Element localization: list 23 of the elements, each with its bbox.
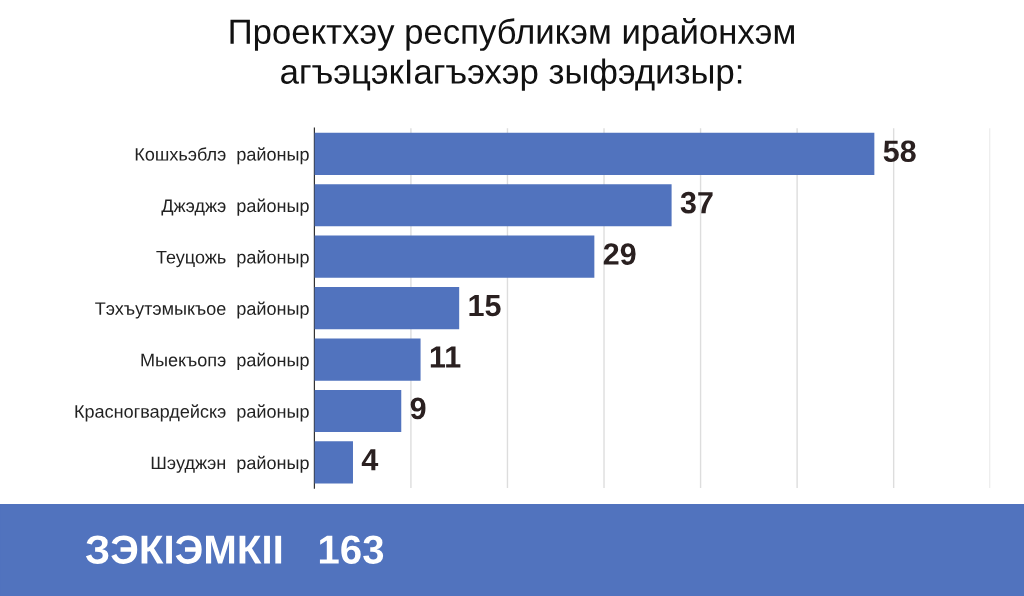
data-label: 29: [603, 243, 636, 265]
data-label: 4: [361, 449, 379, 471]
chart-title: Проектхэу республикэм ирайонхэм агъэцэкІагъэхэр зыфэдизыр:: [230, 17, 794, 91]
bar: [314, 389, 402, 433]
y-tick-label: Мыекъопэ районыр: [141, 352, 309, 371]
bar: [314, 184, 672, 227]
bar: [314, 441, 353, 484]
bar: [314, 132, 875, 175]
y-tick-label: Красногвардейскэ районыр: [75, 404, 309, 422]
y-tick-label: Тэхъутэмыкъое районыр: [95, 301, 309, 319]
bar: [314, 235, 595, 278]
y-tick-label: Кошхьэблэ районыр: [135, 147, 309, 165]
bar: [314, 287, 460, 330]
data-label: 9: [410, 397, 426, 420]
text: ЗЭКІЭМКІІ 163: [85, 535, 384, 564]
data-label: 15: [469, 295, 501, 317]
y-tick-label: Шэуджэн районыр: [151, 455, 309, 473]
bar: [314, 338, 421, 381]
y-tick-label: Теуцожь районыр: [156, 250, 309, 268]
data-label: 58: [883, 140, 916, 163]
data-label: 37: [680, 191, 713, 214]
y-tick-label: Джэджэ районыр: [161, 198, 309, 216]
data-label: 11: [430, 346, 461, 368]
